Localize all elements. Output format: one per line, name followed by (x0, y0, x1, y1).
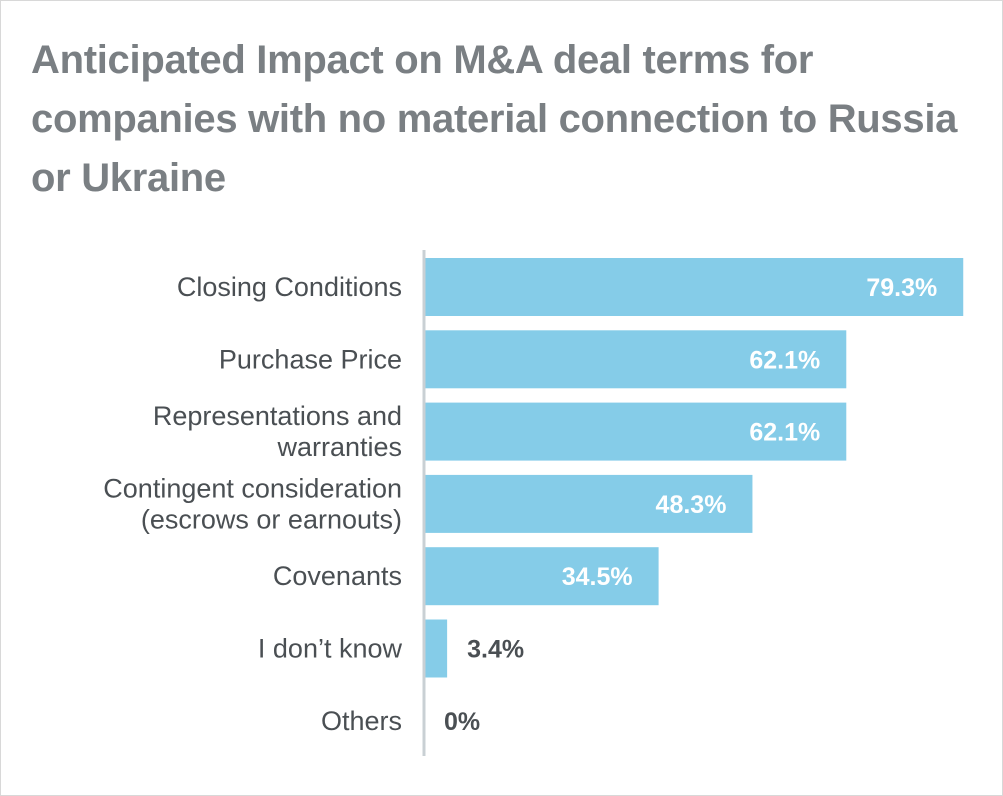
bar (424, 258, 964, 316)
category-label: Closing Conditions (177, 272, 402, 302)
value-label: 48.3% (656, 491, 727, 519)
category-label: Covenants (273, 561, 402, 591)
value-label: 3.4% (467, 636, 524, 664)
bar (424, 619, 448, 678)
value-label: 34.5% (562, 563, 633, 591)
category-label: Others (321, 706, 402, 736)
bar (424, 330, 847, 389)
value-label: 0% (444, 708, 480, 736)
category-label: I don’t know (258, 634, 403, 664)
category-label: Representations and warranties (153, 401, 402, 462)
category-label: Purchase Price (219, 344, 402, 374)
bar (424, 474, 753, 533)
category-label: Contingent consideration (escrows or earn… (103, 473, 402, 534)
chart-title: Anticipated Impact on M&A deal terms for… (31, 38, 958, 200)
value-label: 79.3% (866, 274, 937, 302)
value-label: 62.1% (749, 346, 820, 374)
bar (424, 402, 847, 461)
bar (424, 547, 659, 606)
value-label: 62.1% (749, 419, 820, 447)
